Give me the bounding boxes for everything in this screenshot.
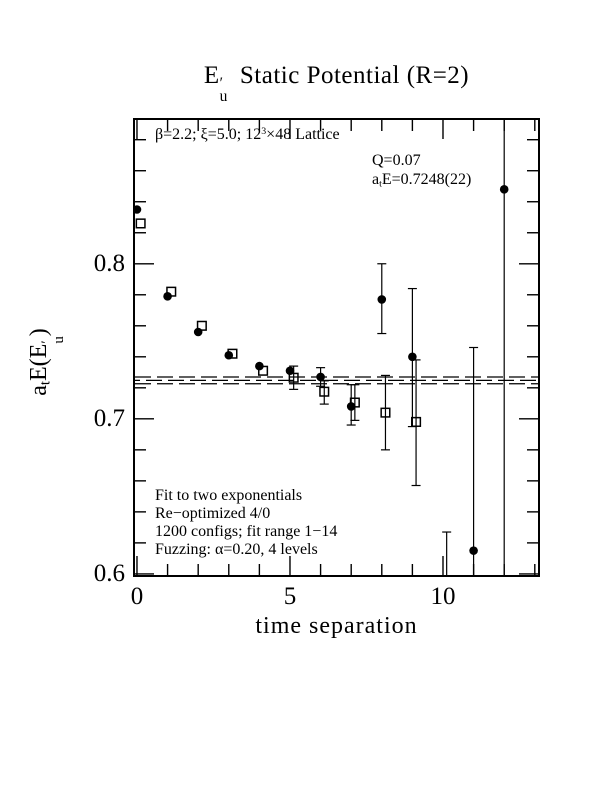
y-tick-label: 0.8 [93, 250, 125, 277]
ylabel-mid: E(E [26, 343, 53, 381]
fit-detail-line: Fuzzing: α=0.20, 4 levels [155, 541, 318, 558]
title-text: Static Potential (R=2) [239, 62, 470, 89]
ylabel-a: a [26, 385, 53, 396]
ylabel-close: ) [26, 328, 53, 337]
annotation-fit-details: Fit to two exponentials Re−optimized 4/0… [155, 487, 337, 559]
plot-frame [133, 118, 540, 577]
data-point-square [227, 348, 238, 359]
fit-detail-line: Re−optimized 4/0 [155, 505, 271, 522]
fit-detail-line: Fit to two exponentials [155, 487, 303, 504]
title-prime-subscript: ′ u [219, 75, 228, 105]
data-point-square [258, 365, 269, 376]
title-prime: ′ [219, 75, 224, 93]
data-point-circle [377, 295, 387, 304]
lattice-text: β=2.2; ξ=5.0; 12 [155, 126, 262, 143]
lattice-exponent: 3 [261, 126, 267, 138]
data-point-circle [133, 205, 142, 214]
data-point-square [166, 286, 177, 297]
plot-area: β=2.2; ξ=5.0; 123×48 Lattice Q=0.07 atE=… [133, 118, 540, 577]
title-subscript: u [219, 87, 228, 105]
chart-title: E ′ u Static Potential (R=2) [133, 62, 540, 105]
title-symbol: E [203, 62, 220, 89]
data-point-circle [499, 185, 509, 194]
y-tick-label: 0.6 [93, 560, 125, 587]
x-axis-label: time separation [255, 613, 418, 639]
lattice-text-end: ×48 Lattice [266, 126, 340, 143]
x-tick-label: 5 [283, 583, 297, 610]
annotation-fit-quality: Q=0.07 [372, 152, 421, 169]
data-point-square [349, 397, 360, 408]
data-point-square [196, 320, 207, 331]
data-point-square [380, 407, 391, 418]
ylabel-prime-subscript: ′ u [39, 336, 68, 344]
data-point-circle [316, 372, 325, 382]
y-tick-label: 0.7 [93, 405, 125, 432]
fit-result-value: E=0.7248(22) [381, 171, 472, 188]
annotation-lattice-params: β=2.2; ξ=5.0; 123×48 Lattice [155, 126, 340, 144]
fit-detail-line: 1200 configs; fit range 1−14 [155, 523, 338, 540]
annotation-fit-result: atE=0.7248(22) [372, 171, 471, 189]
data-point-square [135, 218, 146, 229]
x-tick-label: 10 [430, 583, 456, 610]
x-tick-label: 0 [130, 583, 144, 610]
data-point-square [319, 386, 330, 397]
fit-result-a: a [372, 171, 380, 188]
plot-svg [133, 118, 540, 577]
ylabel-sub-t: t [37, 380, 54, 386]
fit-result-sub: t [379, 178, 382, 190]
data-point-circle [469, 546, 478, 555]
data-point-circle [408, 352, 417, 362]
data-point-square [411, 416, 422, 427]
ylabel-sub-u: u [51, 336, 68, 344]
data-point-square [288, 372, 299, 383]
y-axis-label: atE(E ′ u) [26, 328, 68, 396]
